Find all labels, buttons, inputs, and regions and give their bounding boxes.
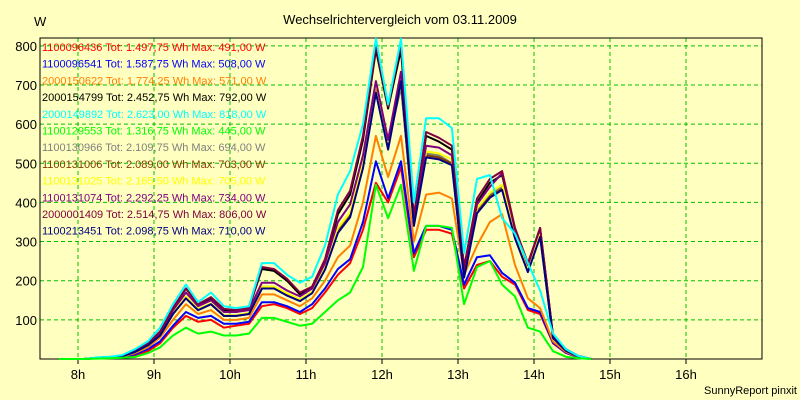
y-tick-label: 200 (15, 274, 37, 289)
y-tick-label: 700 (15, 78, 37, 93)
y-tick-label: 300 (15, 235, 37, 250)
series-line-1 (59, 160, 592, 360)
legend-entry: 1100131025 Tot: 2.165,50 Wh Max: 705,00 … (42, 176, 266, 188)
legend-entry: 1100096541 Tot: 1.587,75 Wh Max: 508,00 … (42, 59, 266, 71)
series-line-0 (59, 166, 592, 360)
footer-credit: SunnyReport pinxit (704, 385, 797, 397)
y-axis-label: W (34, 14, 47, 29)
legend-entry: 2000001409 Tot: 2.514,75 Wh Max: 806,00 … (42, 209, 267, 221)
x-tick-label: 15h (599, 367, 621, 382)
legend-entry: 2000150622 Tot: 1.774,25 Wh Max: 571,00 … (42, 75, 267, 87)
y-tick-label: 400 (15, 195, 37, 210)
legend-entry: 1100096436 Tot: 1.497,75 Wh Max: 491,00 … (42, 42, 266, 54)
series-line-4 (59, 37, 592, 360)
x-tick-label: 8h (71, 367, 85, 382)
x-tick-label: 13h (447, 367, 469, 382)
y-tick-label: 100 (15, 313, 37, 328)
series-line-10 (59, 42, 592, 360)
axes: 100 200 300 400 500 600 700 800 8h 9h 10h 11h 12h 13h… (15, 37, 763, 382)
y-tick-label: 500 (15, 156, 37, 171)
chart-title: Wechselrichtervergleich vom 03.11.2009 (283, 12, 517, 27)
series-line-5 (59, 183, 592, 360)
legend-entry: 1100213451 Tot: 2.098,75 Wh Max: 710,00 … (42, 226, 266, 238)
series-line-11 (59, 80, 592, 360)
legend-entry: 1100129553 Tot: 1.316,75 Wh Max: 445,00 … (42, 126, 266, 138)
x-tick-label: 9h (147, 367, 161, 382)
x-tick-label: 12h (371, 367, 393, 382)
x-tick-label: 14h (523, 367, 545, 382)
series-lines (59, 37, 592, 360)
x-tick-label: 11h (296, 367, 317, 382)
legend-entry: 2000149892 Tot: 2.623,00 Wh Max: 818,00 … (42, 109, 267, 121)
x-tick-label: 10h (219, 367, 241, 382)
y-tick-label: 600 (15, 117, 37, 132)
legend: 1100096436 Tot: 1.497,75 Wh Max: 491,00 … (42, 42, 267, 238)
y-tick-label: 800 (15, 39, 37, 54)
legend-entry: 1100131074 Tot: 2.292,25 Wh Max: 734,00 … (42, 192, 266, 204)
legend-entry: 1100130966 Tot: 2.109,75 Wh Max: 694,00 … (42, 142, 266, 154)
legend-entry: 1100131006 Tot: 2.089,00 Wh Max: 703,00 … (42, 159, 266, 171)
series-line-2 (59, 134, 592, 360)
x-tick-label: 16h (675, 367, 697, 382)
legend-entry: 2000154799 Tot: 2.452,75 Wh Max: 792,00 … (42, 92, 267, 104)
